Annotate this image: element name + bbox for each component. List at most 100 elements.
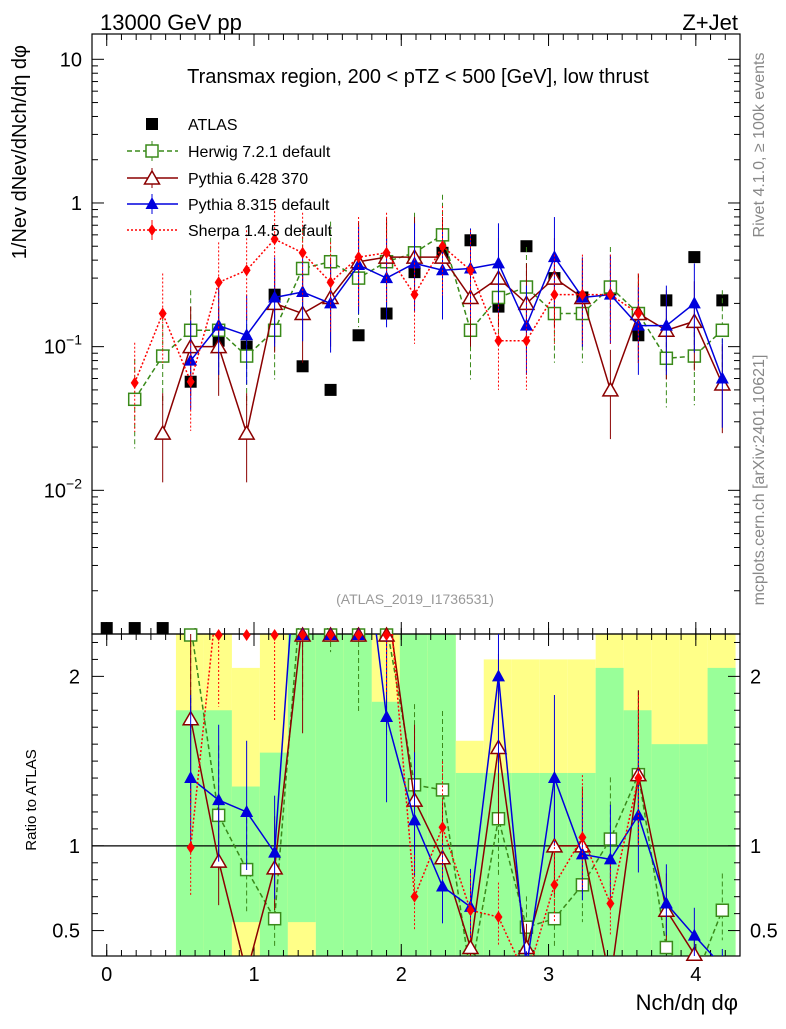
- legend-marker-sherpa-1-4-5-default: [148, 224, 156, 236]
- ratio-point-pythia-8-315-default: [575, 847, 589, 860]
- x-tick-label: 2: [396, 964, 407, 986]
- data-point-pythia-8-315-default: [408, 256, 422, 269]
- band-green-11: [483, 772, 512, 956]
- data-point-sherpa-1-4-5-default: [494, 334, 503, 347]
- ratio-y-tick-label-right: 0.5: [750, 921, 778, 943]
- legend-label-pythia-8-315-default: Pythia 8.315 default: [188, 197, 330, 214]
- band-green-13: [539, 772, 568, 956]
- ratio-point-sherpa-1-4-5-default: [634, 772, 643, 785]
- ratio-point-pythia-6-428-370: [461, 939, 480, 955]
- ratio-point-pythia-8-315-default: [380, 710, 394, 723]
- x-tick-label: 1: [248, 964, 259, 986]
- data-point-pythia-8-315-default: [715, 371, 729, 384]
- x-tick-label: 3: [543, 964, 554, 986]
- data-point-atlas: [100, 622, 113, 635]
- legend-label-atlas: ATLAS: [188, 117, 238, 134]
- data-point-atlas: [520, 240, 533, 253]
- ratio-point-sherpa-1-4-5-default: [578, 831, 587, 844]
- data-point-pythia-8-315-default: [687, 296, 701, 309]
- ratio-line-sherpa-1-4-5-default: [189, 634, 640, 956]
- ratio-point-sherpa-1-4-5-default: [326, 629, 335, 641]
- band-green-5: [315, 634, 344, 956]
- ratio-y-tick-label-left: 0.5: [52, 921, 80, 943]
- band-green-14: [567, 772, 596, 956]
- data-point-sherpa-1-4-5-default: [130, 376, 139, 389]
- ratio-y-tick-label-right: 2: [750, 666, 761, 688]
- x-tick-label: 4: [690, 964, 701, 986]
- legend-label-herwig-7-2-1-default: Herwig 7.2.1 default: [188, 144, 331, 161]
- data-point-herwig-7-2-1-default: [715, 323, 730, 338]
- ratio-point-pythia-8-315-default: [184, 771, 198, 784]
- band-green-6: [343, 634, 372, 956]
- data-point-pythia-8-315-default: [659, 318, 673, 331]
- data-point-atlas: [156, 622, 169, 635]
- data-point-sherpa-1-4-5-default: [186, 375, 195, 388]
- data-point-sherpa-1-4-5-default: [242, 264, 251, 277]
- data-point-atlas: [324, 383, 337, 396]
- ratio-line-pythia-6-428-370: [189, 634, 699, 956]
- data-point-pythia-6-428-370: [237, 424, 256, 440]
- ratio-point-sherpa-1-4-5-default: [494, 911, 503, 924]
- ratio-point-sherpa-1-4-5-default: [466, 904, 475, 917]
- band-green-0: [175, 710, 204, 956]
- y-tick-label: 1: [71, 193, 82, 215]
- band-green-7: [371, 701, 400, 956]
- data-point-atlas: [128, 622, 141, 635]
- series-line-herwig-7-2-1-default: [134, 233, 723, 400]
- data-point-sherpa-1-4-5-default: [438, 240, 447, 253]
- band-green-4: [287, 634, 316, 923]
- ratio-point-sherpa-1-4-5-default: [214, 629, 223, 641]
- data-point-sherpa-1-4-5-default: [354, 251, 363, 264]
- rivet-label: Rivet 4.1.0, ≥ 100k events: [751, 53, 768, 238]
- ratio-point-pythia-8-315-default: [687, 928, 701, 941]
- data-point-sherpa-1-4-5-default: [606, 288, 615, 301]
- ratio-point-sherpa-1-4-5-default: [270, 629, 279, 641]
- data-point-herwig-7-2-1-default: [155, 349, 170, 363]
- legend-marker-herwig-7-2-1-default: [145, 144, 159, 158]
- ratio-point-pythia-8-315-default: [268, 845, 282, 858]
- data-point-sherpa-1-4-5-default: [326, 276, 335, 289]
- band-green-17: [651, 744, 680, 956]
- ratio-point-pythia-8-315-default: [631, 808, 645, 821]
- ratio-point-pythia-8-315-default: [547, 771, 561, 784]
- mcplots-label: mcplots.cern.ch [arXiv:2401.10621]: [751, 355, 768, 606]
- ratio-point-pythia-8-315-default: [212, 793, 226, 806]
- ratio-point-sherpa-1-4-5-default: [186, 841, 195, 854]
- main-y-axis-title: 1/Nev dNev/dNch/dη dφ: [9, 45, 31, 259]
- y-tick-label: 10−2: [44, 475, 82, 502]
- ratio-point-pythia-8-315-default: [240, 804, 254, 817]
- x-tick-label: 0: [101, 964, 112, 986]
- series-pythia-8-315-default: [184, 217, 729, 428]
- data-point-atlas: [688, 251, 701, 264]
- chart-title: Transmax region, 200 < pTZ < 500 [GeV], …: [187, 66, 649, 88]
- legend: ATLAS Herwig 7.2.1 default Pythia 6.428 37…: [127, 117, 333, 240]
- ratio-point-herwig-7-2-1-default: [267, 911, 282, 926]
- ratio-point-pythia-8-315-default: [603, 852, 617, 865]
- data-point-sherpa-1-4-5-default: [578, 288, 587, 301]
- ratio-point-pythia-8-315-default: [436, 879, 450, 892]
- main-series-layer: [100, 194, 732, 635]
- ratio-y-tick-label-left: 1: [69, 836, 80, 858]
- ratio-y-tick-label-left: 2: [69, 666, 80, 688]
- ratio-point-sherpa-1-4-5-default: [242, 629, 251, 641]
- data-point-pythia-6-428-370: [153, 424, 172, 440]
- ratio-point-pythia-8-315-default: [491, 669, 505, 682]
- series-line-pythia-8-315-default: [190, 255, 724, 379]
- data-point-sherpa-1-4-5-default: [550, 288, 559, 301]
- data-point-sherpa-1-4-5-default: [298, 246, 307, 259]
- legend-marker-pythia-6-428-370: [143, 169, 161, 185]
- ratio-series-sherpa-1-4-5-default: [186, 629, 643, 956]
- data-point-pythia-8-315-default: [296, 285, 310, 298]
- legend-marker-pythia-8-315-default: [145, 197, 159, 209]
- ratio-y-tick-label-right: 1: [750, 836, 761, 858]
- data-point-sherpa-1-4-5-default: [382, 246, 391, 259]
- energy-label: 13000 GeV pp: [100, 10, 242, 35]
- data-point-pythia-8-315-default: [436, 263, 450, 276]
- data-point-pythia-8-315-default: [631, 318, 645, 331]
- data-point-pythia-8-315-default: [212, 318, 226, 331]
- ratio-point-sherpa-1-4-5-default: [438, 821, 447, 834]
- ratio-y-axis-title: Ratio to ATLAS: [23, 749, 40, 850]
- data-point-sherpa-1-4-5-default: [214, 276, 223, 289]
- legend-marker-atlas: [146, 118, 158, 130]
